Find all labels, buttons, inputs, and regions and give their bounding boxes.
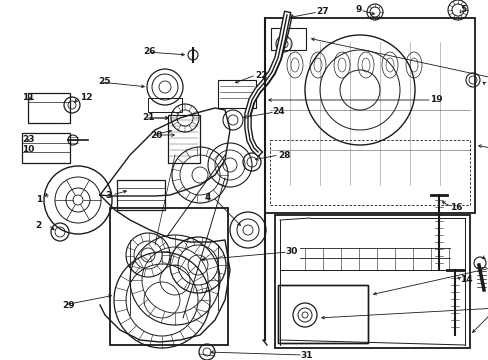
Bar [264,18,474,213]
Text: 2: 2 [36,220,42,230]
Bar [148,98,182,112]
Text: 12: 12 [80,93,92,102]
Bar [270,28,305,50]
Text: 28: 28 [278,150,290,159]
Text: 27: 27 [315,8,328,17]
Text: 19: 19 [429,95,442,104]
Text: 1: 1 [36,195,42,204]
Text: 15: 15 [486,252,488,261]
Bar [274,215,469,348]
Text: 5: 5 [459,5,465,14]
Bar [22,133,70,163]
Text: 22: 22 [254,71,267,80]
Text: 23: 23 [22,135,35,144]
Text: 21: 21 [142,113,154,122]
Text: 10: 10 [22,145,34,154]
Text: 30: 30 [285,248,297,256]
Text: 16: 16 [449,202,462,211]
Text: 9: 9 [354,5,361,14]
Text: 8: 8 [486,81,488,90]
Text: 26: 26 [142,48,155,57]
Text: 29: 29 [62,301,75,310]
Text: 20: 20 [150,130,162,139]
Text: 11: 11 [22,93,35,102]
Text: 25: 25 [98,77,110,86]
Bar [278,285,367,343]
Text: 31: 31 [299,351,312,360]
Bar [278,285,367,343]
Text: 3: 3 [105,190,112,199]
Bar [28,93,70,123]
Text: 14: 14 [459,275,472,284]
Text: 24: 24 [271,108,284,117]
Text: 4: 4 [204,193,211,202]
Bar [117,180,164,210]
Bar [218,80,256,108]
Bar [168,115,200,163]
Bar [110,208,227,345]
